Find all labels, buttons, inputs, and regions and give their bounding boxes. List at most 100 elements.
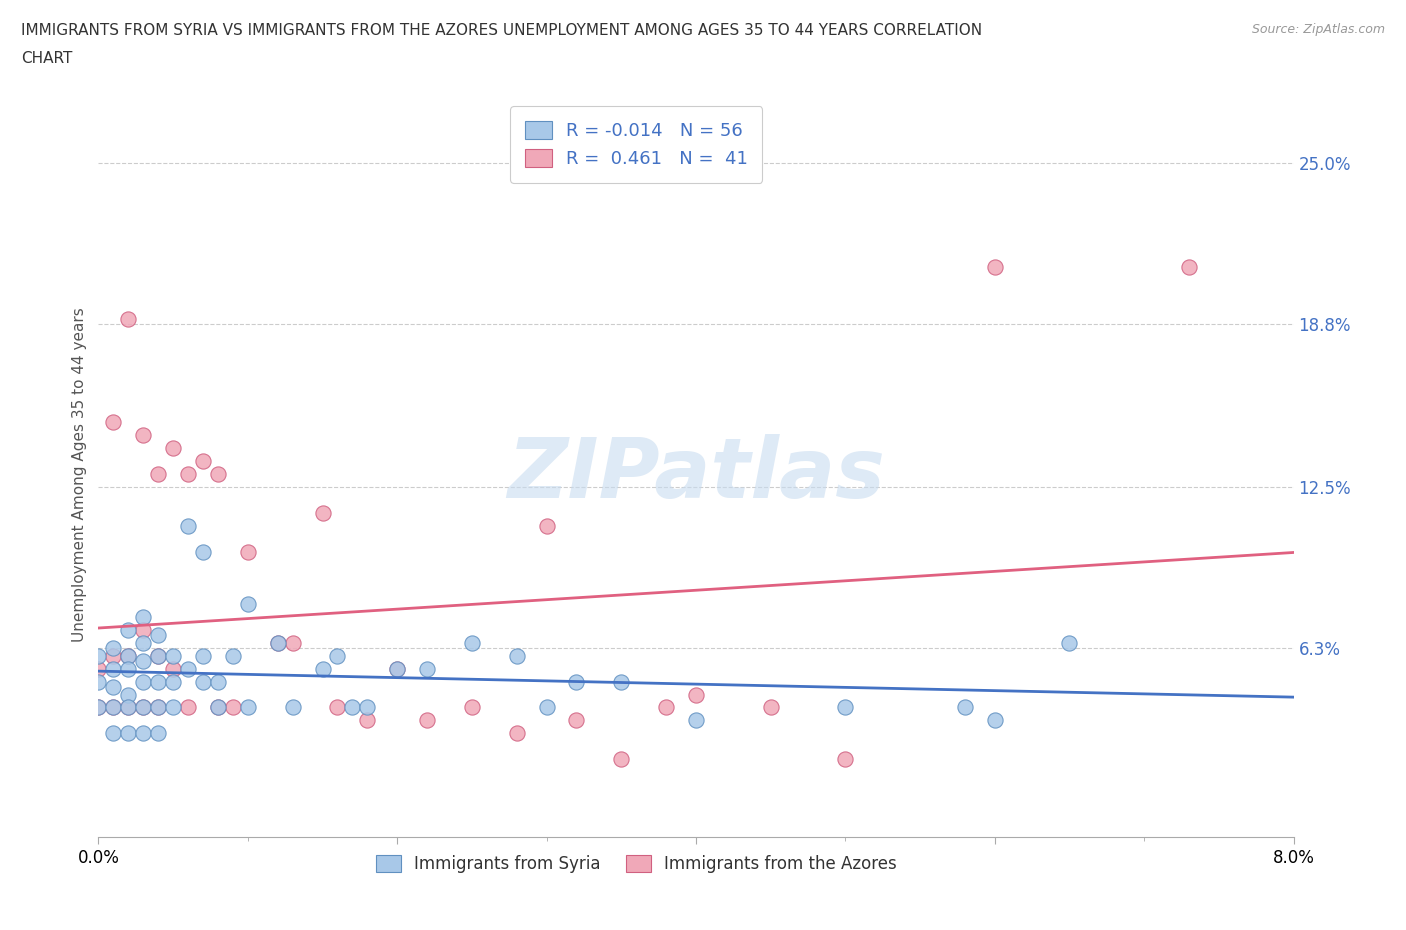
- Point: [162, 674, 184, 689]
- Point: [117, 700, 139, 715]
- Point: [1059, 635, 1081, 650]
- Point: [103, 415, 125, 430]
- Point: [461, 700, 484, 715]
- Point: [610, 751, 633, 766]
- Point: [117, 700, 139, 715]
- Point: [536, 519, 558, 534]
- Point: [132, 609, 155, 624]
- Point: [117, 648, 139, 663]
- Point: [177, 519, 200, 534]
- Point: [281, 700, 304, 715]
- Point: [117, 687, 139, 702]
- Point: [132, 622, 155, 637]
- Point: [87, 700, 110, 715]
- Point: [162, 648, 184, 663]
- Point: [103, 641, 125, 656]
- Point: [356, 713, 378, 728]
- Y-axis label: Unemployment Among Ages 35 to 44 years: Unemployment Among Ages 35 to 44 years: [72, 307, 87, 642]
- Point: [103, 700, 125, 715]
- Point: [385, 661, 409, 676]
- Point: [191, 674, 214, 689]
- Point: [132, 726, 155, 741]
- Point: [610, 674, 633, 689]
- Point: [311, 506, 333, 521]
- Point: [984, 259, 1007, 274]
- Point: [311, 661, 333, 676]
- Point: [506, 726, 529, 741]
- Legend: Immigrants from Syria, Immigrants from the Azores: Immigrants from Syria, Immigrants from t…: [370, 848, 903, 880]
- Point: [177, 661, 200, 676]
- Point: [148, 467, 170, 482]
- Point: [207, 700, 229, 715]
- Point: [117, 726, 139, 741]
- Point: [222, 700, 245, 715]
- Text: Source: ZipAtlas.com: Source: ZipAtlas.com: [1251, 23, 1385, 36]
- Point: [87, 700, 110, 715]
- Point: [117, 312, 139, 326]
- Point: [132, 700, 155, 715]
- Point: [87, 674, 110, 689]
- Point: [342, 700, 364, 715]
- Text: CHART: CHART: [21, 51, 73, 66]
- Point: [117, 661, 139, 676]
- Point: [162, 661, 184, 676]
- Text: ZIPatlas: ZIPatlas: [508, 433, 884, 515]
- Point: [207, 467, 229, 482]
- Point: [207, 700, 229, 715]
- Point: [281, 635, 304, 650]
- Point: [984, 713, 1007, 728]
- Point: [953, 700, 976, 715]
- Point: [385, 661, 409, 676]
- Point: [148, 700, 170, 715]
- Point: [222, 648, 245, 663]
- Point: [132, 428, 155, 443]
- Point: [177, 700, 200, 715]
- Point: [236, 596, 259, 611]
- Point: [506, 648, 529, 663]
- Point: [267, 635, 290, 650]
- Point: [685, 687, 707, 702]
- Point: [87, 661, 110, 676]
- Point: [236, 545, 259, 560]
- Point: [103, 726, 125, 741]
- Point: [117, 622, 139, 637]
- Text: IMMIGRANTS FROM SYRIA VS IMMIGRANTS FROM THE AZORES UNEMPLOYMENT AMONG AGES 35 T: IMMIGRANTS FROM SYRIA VS IMMIGRANTS FROM…: [21, 23, 983, 38]
- Point: [236, 700, 259, 715]
- Point: [132, 635, 155, 650]
- Point: [162, 441, 184, 456]
- Point: [207, 674, 229, 689]
- Point: [326, 700, 349, 715]
- Point: [536, 700, 558, 715]
- Point: [326, 648, 349, 663]
- Point: [87, 648, 110, 663]
- Point: [191, 648, 214, 663]
- Point: [685, 713, 707, 728]
- Point: [103, 700, 125, 715]
- Point: [148, 628, 170, 643]
- Point: [117, 648, 139, 663]
- Point: [162, 700, 184, 715]
- Point: [148, 674, 170, 689]
- Point: [1178, 259, 1201, 274]
- Point: [177, 467, 200, 482]
- Point: [356, 700, 378, 715]
- Point: [267, 635, 290, 650]
- Point: [191, 454, 214, 469]
- Point: [148, 648, 170, 663]
- Point: [655, 700, 678, 715]
- Point: [565, 674, 588, 689]
- Point: [191, 545, 214, 560]
- Point: [132, 654, 155, 669]
- Point: [148, 726, 170, 741]
- Point: [565, 713, 588, 728]
- Point: [759, 700, 782, 715]
- Point: [103, 661, 125, 676]
- Point: [416, 713, 439, 728]
- Point: [148, 700, 170, 715]
- Point: [103, 679, 125, 694]
- Point: [132, 674, 155, 689]
- Point: [148, 648, 170, 663]
- Point: [461, 635, 484, 650]
- Point: [834, 700, 856, 715]
- Point: [416, 661, 439, 676]
